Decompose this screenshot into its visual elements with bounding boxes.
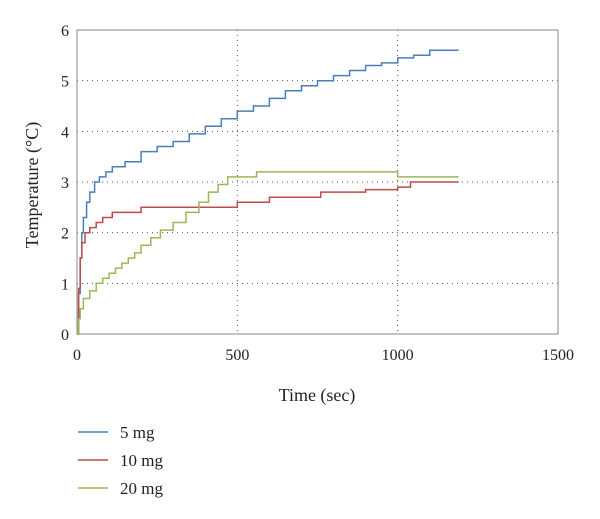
tick-labels: 0 1 2 3 4 5 6 0 500 1000 1500 <box>61 23 574 364</box>
x-tick-label: 500 <box>225 347 249 364</box>
legend-label: 10 mg <box>120 451 163 470</box>
y-tick-label: 4 <box>61 124 69 141</box>
y-tick-label: 0 <box>61 327 69 344</box>
y-tick-label: 1 <box>61 276 69 293</box>
series-line-5-mg <box>77 49 459 335</box>
plot-frame <box>76 29 559 335</box>
legend-label: 20 mg <box>120 479 163 498</box>
y-tick-label: 2 <box>61 226 69 243</box>
series-lines <box>77 49 459 335</box>
x-axis-label: Time (sec) <box>279 385 356 406</box>
legend-label: 5 mg <box>120 423 155 442</box>
series-line-10-mg <box>77 181 459 335</box>
x-tick-label: 0 <box>73 347 81 364</box>
y-tick-label: 6 <box>61 23 69 40</box>
legend: 5 mg 10 mg 20 mg <box>78 423 163 498</box>
grid-lines <box>77 30 558 334</box>
y-axis-label: Temperature (°C) <box>22 122 43 248</box>
series-line-20-mg <box>77 171 459 335</box>
x-tick-label: 1000 <box>382 347 414 364</box>
y-tick-label: 3 <box>61 175 69 192</box>
y-tick-label: 5 <box>61 74 69 91</box>
x-tick-label: 1500 <box>542 347 574 364</box>
